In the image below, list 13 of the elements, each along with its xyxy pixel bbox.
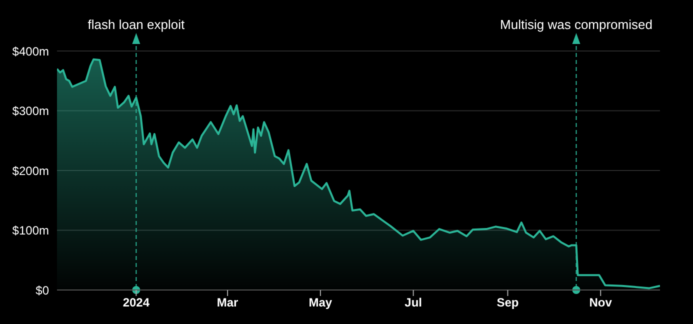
y-tick-label: $300m xyxy=(12,104,49,118)
x-tick-label: Nov xyxy=(589,296,612,310)
x-tick-label: Mar xyxy=(216,296,239,310)
x-tick-label: May xyxy=(308,296,332,310)
y-tick-label: $200m xyxy=(12,164,49,178)
y-tick-label: $400m xyxy=(12,44,49,58)
ref-line-label: Multisig was compromised xyxy=(500,17,652,32)
x-tick-label: Sep xyxy=(496,296,519,310)
ref-line-label: flash loan exploit xyxy=(88,17,185,32)
y-tick-label: $0 xyxy=(36,283,50,298)
y-tick-label: $100m xyxy=(12,224,49,238)
x-tick-label: 2024 xyxy=(122,296,150,310)
x-tick-label: Jul xyxy=(404,296,422,310)
